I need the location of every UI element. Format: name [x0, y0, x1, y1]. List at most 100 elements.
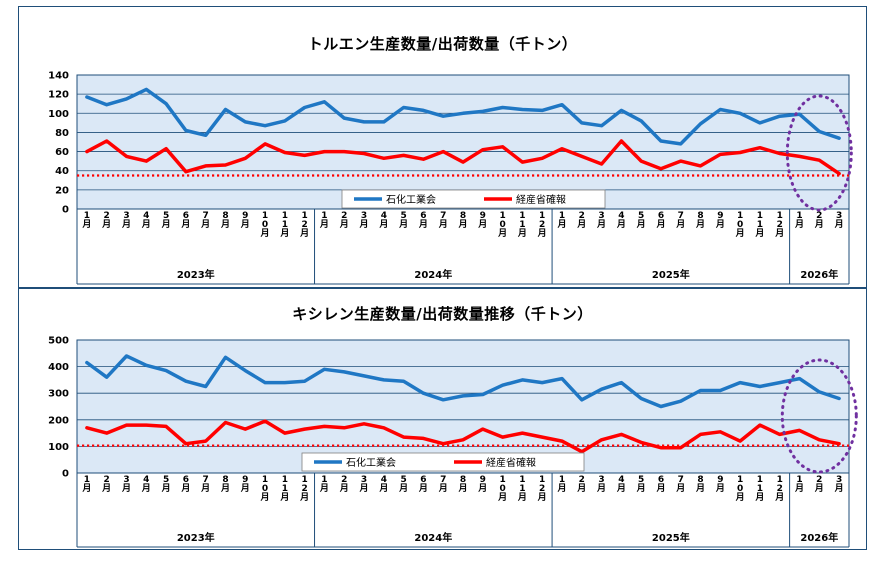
xylene-chart-svg: 0 100 200 300 400 500 1 月 2 月 3 月 4 月 5 月 6 月 7 月 8 月 9 月 1 0 月 1 1 月…: [48, 336, 858, 548]
year-label: 2025年: [652, 531, 690, 544]
y-tick-label: 400: [48, 362, 69, 373]
legend-label: 経産省確報: [516, 193, 566, 206]
year-label: 2025年: [652, 268, 690, 281]
series-line: [85, 87, 841, 146]
y-tick-label: 140: [48, 71, 69, 82]
y-tick-label: 20: [55, 185, 69, 196]
y-tick-label: 0: [62, 469, 69, 480]
legend-box: [301, 452, 585, 472]
y-tick-label: 120: [48, 90, 69, 101]
chart-title: キシレン生産数量/出荷数量推移（千トン）: [292, 305, 593, 323]
y-tick-label: 80: [55, 128, 69, 139]
year-label: 2023年: [177, 268, 215, 281]
y-tick-label: 300: [48, 389, 69, 400]
chart-title: トルエン生産数量/出荷数量（千トン）: [307, 35, 578, 53]
series-line: [85, 139, 841, 176]
y-tick-label: 60: [55, 147, 69, 158]
series-line: [85, 354, 841, 409]
y-tick-label: 0: [62, 205, 69, 216]
y-tick-label: 100: [48, 442, 69, 453]
year-label: 2026年: [800, 268, 838, 281]
year-label: 2026年: [800, 531, 838, 544]
series-line: [85, 419, 841, 454]
legend-label: 石化工業会: [346, 456, 396, 469]
y-tick-label: 500: [48, 336, 69, 347]
y-tick-label: 100: [48, 109, 69, 120]
highlight-ellipse: [785, 94, 853, 212]
toluene-chart-svg: 0 20 40 60 80 100 120 140 1 月 2 月 3 月 4 月 5 月 6 月 7 月 8 月 9 月 1 0 月 1…: [48, 71, 853, 285]
year-label: 2023年: [177, 531, 215, 544]
year-label: 2024年: [414, 268, 452, 281]
toluene-chart-panel: トルエン生産数量/出荷数量（千トン） 0 20 40 60 80 100 120 140 1 月 2…: [18, 6, 867, 288]
plot-area: [76, 74, 850, 210]
legend-box: [341, 189, 606, 209]
plot-area: [76, 339, 850, 474]
legend-label: 経産省確報: [486, 456, 536, 469]
